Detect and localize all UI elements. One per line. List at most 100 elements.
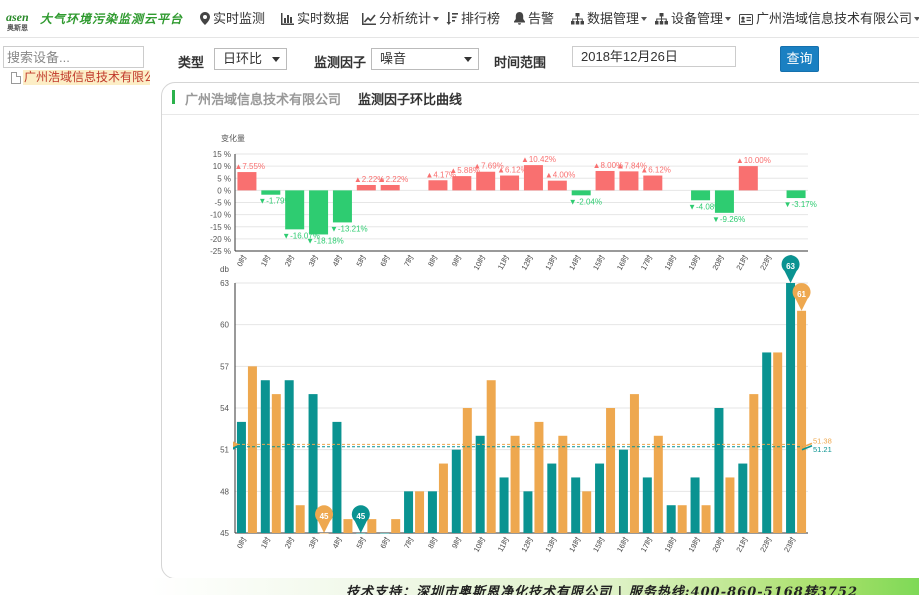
chart1-bar [476,171,496,191]
chart2-xtick: 1时 [258,535,273,551]
chart1-xtick: 11时 [495,253,512,272]
type-select-value: 日环比 [223,51,263,66]
chevron-down-icon [464,57,472,62]
factor-select[interactable]: 噪音 [371,48,479,70]
chart2-xtick: 13时 [542,535,559,554]
nav-realtime-data[interactable]: 实时数据 [281,10,349,28]
chart1-xtick: 14时 [566,253,583,272]
nav-label: 排行榜 [461,11,501,26]
chart2-bar [653,435,663,533]
chart1-bar [452,176,472,191]
chart1-data-label: ▼-1.79% [258,197,291,206]
chart2-bar [415,491,425,533]
chart1-bar [237,172,257,191]
nav-device-management[interactable]: 设备管理 [655,10,732,28]
chart1-xtick: 17时 [638,253,655,272]
chart2-xtick: 11时 [495,535,512,554]
nav-ranking[interactable]: 排行榜 [446,10,500,28]
chart2-bar [462,408,472,533]
chart2-xtick: 22时 [757,535,774,554]
chart2-max-pin-label: 63 [786,262,795,271]
chevron-down-icon [725,17,732,21]
chart1-xtick: 13时 [542,253,559,272]
query-button[interactable]: 查询 [780,46,819,72]
chart2-xtick: 15时 [590,535,607,554]
date-input[interactable]: 2018年12月26日 [572,46,736,67]
chart1-xtick: 22时 [757,253,774,272]
chart1-xtick: 2时 [282,253,297,269]
chart1-xtick: 12时 [519,253,536,272]
chart2-bar [247,366,257,533]
top-navbar: asen 奥斯恩 大气环境污染监测云平台 实时监测 实时数据 分析统计 排行榜 … [0,0,919,38]
chart2-average-arrow [801,445,813,451]
brand-mark-text: asen [6,10,29,24]
chart1-bar [285,190,305,230]
chart2-min-pin [315,505,334,533]
chart2-average-marker [233,441,239,448]
chart1-xtick: 10时 [471,253,488,272]
chart1-bar [547,180,567,191]
chart2-ytick: 60 [220,321,229,330]
chart2-bar [486,380,496,533]
type-select[interactable]: 日环比 [214,48,287,70]
chart2-bar [558,435,568,533]
chart1-bar [714,190,734,213]
chart1-xtick: 19时 [686,253,703,272]
nav-analysis[interactable]: 分析统计 [362,10,440,28]
chart2-xtick: 17时 [638,535,655,554]
divider [162,114,919,115]
chart2-bar [547,463,557,533]
chart2-bar [523,491,533,533]
chart1-data-label: ▲10.42% [521,155,556,164]
nav-label: 广州浩域信息技术有限公司 [756,11,913,26]
device-search-input[interactable] [3,46,144,68]
chart2-bar [475,435,485,533]
chart2-max-pin [792,283,811,311]
chart2-xtick: 18时 [662,535,679,554]
chart2-bar [786,283,796,533]
range-label: 时间范围 [494,55,547,70]
tree-item-company[interactable]: 广州浩域信息技术有限公司 [11,70,150,86]
chart1-data-label: ▲6.12% [497,166,528,175]
sort-icon [446,12,458,25]
nav-data-management[interactable]: 数据管理 [571,10,648,28]
chart-panel: 广州浩域信息技术有限公司 监测因子环比曲线 变化量 15 % 10 % 5 % 0 % -… [161,82,919,579]
chart1-bar [643,175,663,191]
chart2-bar [367,519,377,533]
chart1-data-label: ▲4.00% [545,171,576,180]
nav-label: 设备管理 [671,11,724,26]
chart1-xtick: 4时 [330,253,345,269]
chart2-ylabel: db [220,265,229,274]
chart1-bar [261,190,281,195]
chart1-data-label: ▼-16.07% [282,231,320,240]
nav-alarm[interactable]: 告警 [514,10,554,28]
nav-realtime-monitor[interactable]: 实时监测 [200,10,265,28]
chart2-bar [738,463,748,533]
filter-toolbar: 类型 日环比 监测因子 噪音 时间范围 2018年12月26日 查询 [150,40,919,82]
chart1-data-label: ▼-4.08% [688,202,721,211]
chart1-bar [428,180,448,191]
chart2-bar [319,533,329,534]
chart2-xtick: 23时 [781,535,798,554]
device-sidebar: 广州浩域信息技术有限公司 [0,40,150,595]
chart-canvas[interactable]: 变化量 15 % 10 % 5 % 0 % -5 % -10 % -15 % -20 % -25 … [162,83,919,578]
chart1-data-label: ▼-13.21% [330,224,368,233]
map-marker-icon [200,12,210,25]
chart2-ytick: 57 [220,362,229,371]
chart1-data-label: ▼-2.04% [569,197,602,206]
chart1-data-label: ▲5.88% [449,166,480,175]
chevron-down-icon [272,57,280,62]
chart2-bar [749,394,759,533]
factor-label: 监测因子 [314,55,367,70]
chart2-bar [629,394,639,533]
type-label: 类型 [178,55,205,70]
chart2-min-pin [351,505,370,533]
chart2-bar [284,380,294,533]
app-logo[interactable]: asen 奥斯恩 大气环境污染监测云平台 [4,4,194,34]
chart1-ytick: -15 % [210,223,231,232]
nav-account-menu[interactable]: 广州浩域信息技术有限公司 [739,10,919,28]
chart2-bar [356,533,366,534]
footer-banner: 技术支持：深圳市奥斯恩净化技术有限公司 | 服务热线:400-860-5168转… [150,578,919,595]
file-icon [11,72,21,84]
chart2-bar [701,505,711,533]
